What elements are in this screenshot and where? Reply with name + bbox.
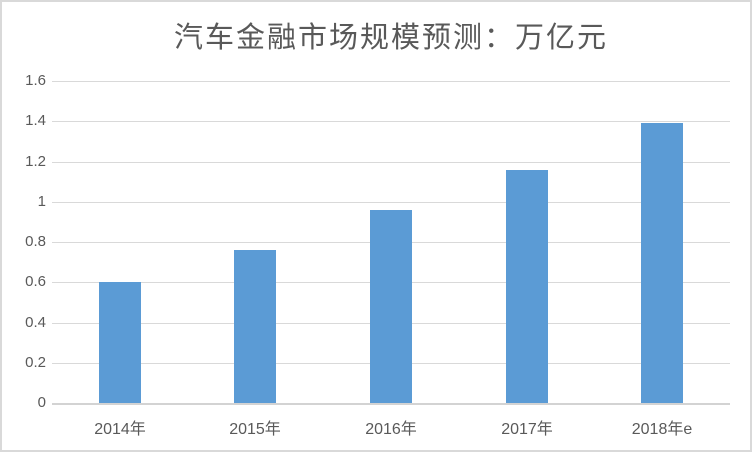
bar-2018年e (641, 123, 683, 403)
gridline (52, 202, 730, 203)
bar-2017年 (506, 170, 548, 403)
x-axis-line (52, 403, 730, 405)
y-axis-tick-label: 0.2 (25, 354, 46, 371)
y-axis-tick-label: 0.6 (25, 273, 46, 290)
x-axis-tick-label: 2017年 (501, 421, 553, 438)
chart-title: 汽车金融市场规模预测：万亿元 (173, 20, 608, 54)
y-axis-tick-label: 0 (37, 394, 46, 411)
gridline (52, 81, 730, 82)
y-axis-tick-label: 0.4 (25, 314, 46, 331)
y-axis-tick-label: 1.2 (25, 153, 46, 170)
y-axis-tick-label: 1.4 (25, 112, 46, 129)
y-axis-tick-label: 1.6 (25, 72, 46, 89)
bar-2016年 (370, 210, 412, 403)
gridline (52, 121, 730, 122)
gridline (52, 162, 730, 163)
y-axis-tick-label: 1 (37, 193, 46, 210)
x-axis-tick-label: 2016年 (365, 421, 417, 438)
y-axis-tick-label: 0.8 (25, 233, 46, 250)
x-axis-tick-label: 2018年e (631, 421, 693, 438)
x-axis-tick-label: 2014年 (94, 421, 146, 438)
x-axis-tick-label: 2015年 (229, 421, 281, 438)
bar-2014年 (99, 282, 141, 403)
plot-area (52, 81, 730, 405)
bar-2015年 (234, 250, 276, 403)
